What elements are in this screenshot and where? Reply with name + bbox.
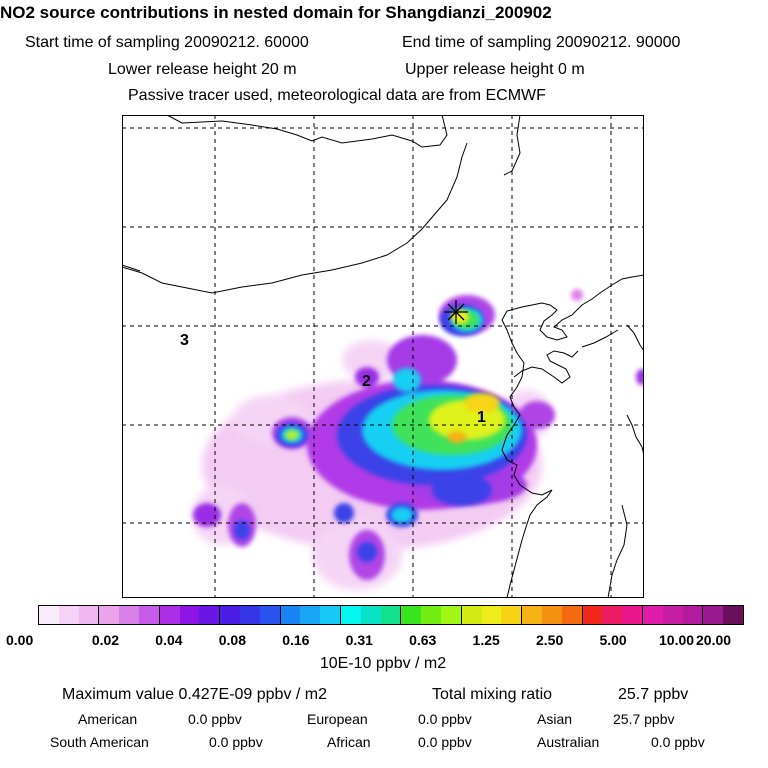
lower-release-height: Lower release height 20 m [108,61,297,78]
upper-release-height: Upper release height 0 m [405,61,585,78]
asian-value: 25.7 ppbv [613,711,675,727]
color-scale-segment [703,606,724,624]
color-scale-tick-label: 0.08 [218,632,246,648]
color-scale-tick-label: 0.16 [282,632,310,648]
african-value: 0.0 ppbv [418,734,472,750]
color-scale-segment [662,606,683,624]
color-scale-tick-label: 0.04 [155,632,183,648]
south-american-value: 0.0 ppbv [209,734,263,750]
color-scale-segment [723,606,743,624]
color-scale-segment [320,606,341,624]
color-scale-segment [481,606,502,624]
color-scale-segment [582,606,603,624]
european-value: 0.0 ppbv [418,711,472,727]
lat-lon-grid [122,115,644,598]
color-scale-segment [138,606,160,624]
color-scale-segment [119,606,139,624]
asian-label: Asian [537,711,573,727]
color-scale-segment [522,606,542,624]
american-label: American [78,711,138,727]
color-scale-segment [501,606,523,624]
total-mixing-ratio-value: 25.7 ppbv [618,686,689,703]
end-time: End time of sampling 20090212. 90000 [402,34,681,51]
map-panel: 1 2 3 [122,115,644,598]
color-scale-segment [280,606,301,624]
color-scale-segment [300,606,321,624]
color-scale-bar [38,605,744,625]
color-scale-segment [179,606,200,624]
tracer-note: Passive tracer used, meteorological data… [128,87,546,104]
color-scale-segment [682,606,704,624]
color-scale-tick-label: 5.00 [599,632,627,648]
coastlines [122,115,644,598]
color-scale-segment [239,606,260,624]
color-scale-segment [99,606,120,624]
color-scale-tick-label: 2.50 [536,632,564,648]
south-american-label: South American [50,734,149,750]
australian-label: Australian [537,734,600,750]
color-scale-segment [199,606,221,624]
color-scale-segment [58,606,79,624]
color-scale-segment [561,606,583,624]
color-scale-segment [541,606,562,624]
color-scale-tick-label: 10.00 [659,632,695,648]
color-scale-segment [39,606,59,624]
color-scale-segment [421,606,441,624]
color-scale-segment [602,606,623,624]
color-scale-segment [220,606,240,624]
american-value: 0.0 ppbv [188,711,242,727]
maximum-value: Maximum value 0.427E-09 ppbv / m2 [62,686,328,703]
color-scale-tick-label: 0.63 [409,632,437,648]
color-scale-tick-label: 20.00 [696,632,732,648]
chart-title: NO2 source contributions in nested domai… [0,3,552,22]
color-scale-tick-label: 0.31 [345,632,373,648]
color-scale-segment [461,606,482,624]
color-scale-segment [78,606,100,624]
region-label-1: 1 [477,409,486,426]
start-time: Start time of sampling 20090212. 60000 [25,34,309,51]
concentration-yellow [429,310,505,443]
color-scale-segment [440,606,462,624]
region-label-3: 3 [180,332,189,349]
color-scale-segment [622,606,643,624]
map-frame [122,115,644,598]
european-label: European [307,711,368,727]
color-scale-tick-label: 0.02 [91,632,120,648]
color-scale-segment [259,606,281,624]
color-scale-segment [360,606,381,624]
color-scale-tick-label: 0.00 [6,632,34,648]
african-label: African [327,734,371,750]
color-scale-segment [159,606,180,624]
region-label-2: 2 [362,373,371,390]
concentration-field [192,289,644,590]
total-mixing-ratio-label: Total mixing ratio [432,686,553,703]
color-scale-segment [380,606,402,624]
color-scale-segment [642,606,663,624]
color-scale-segment [340,606,361,624]
color-scale-tick-label: 1.25 [472,632,500,648]
color-scale-segment [401,606,422,624]
australian-value: 0.0 ppbv [651,734,705,750]
receptor-marker-icon [444,300,468,324]
color-scale-unit: 10E-10 ppbv / m2 [319,655,447,672]
